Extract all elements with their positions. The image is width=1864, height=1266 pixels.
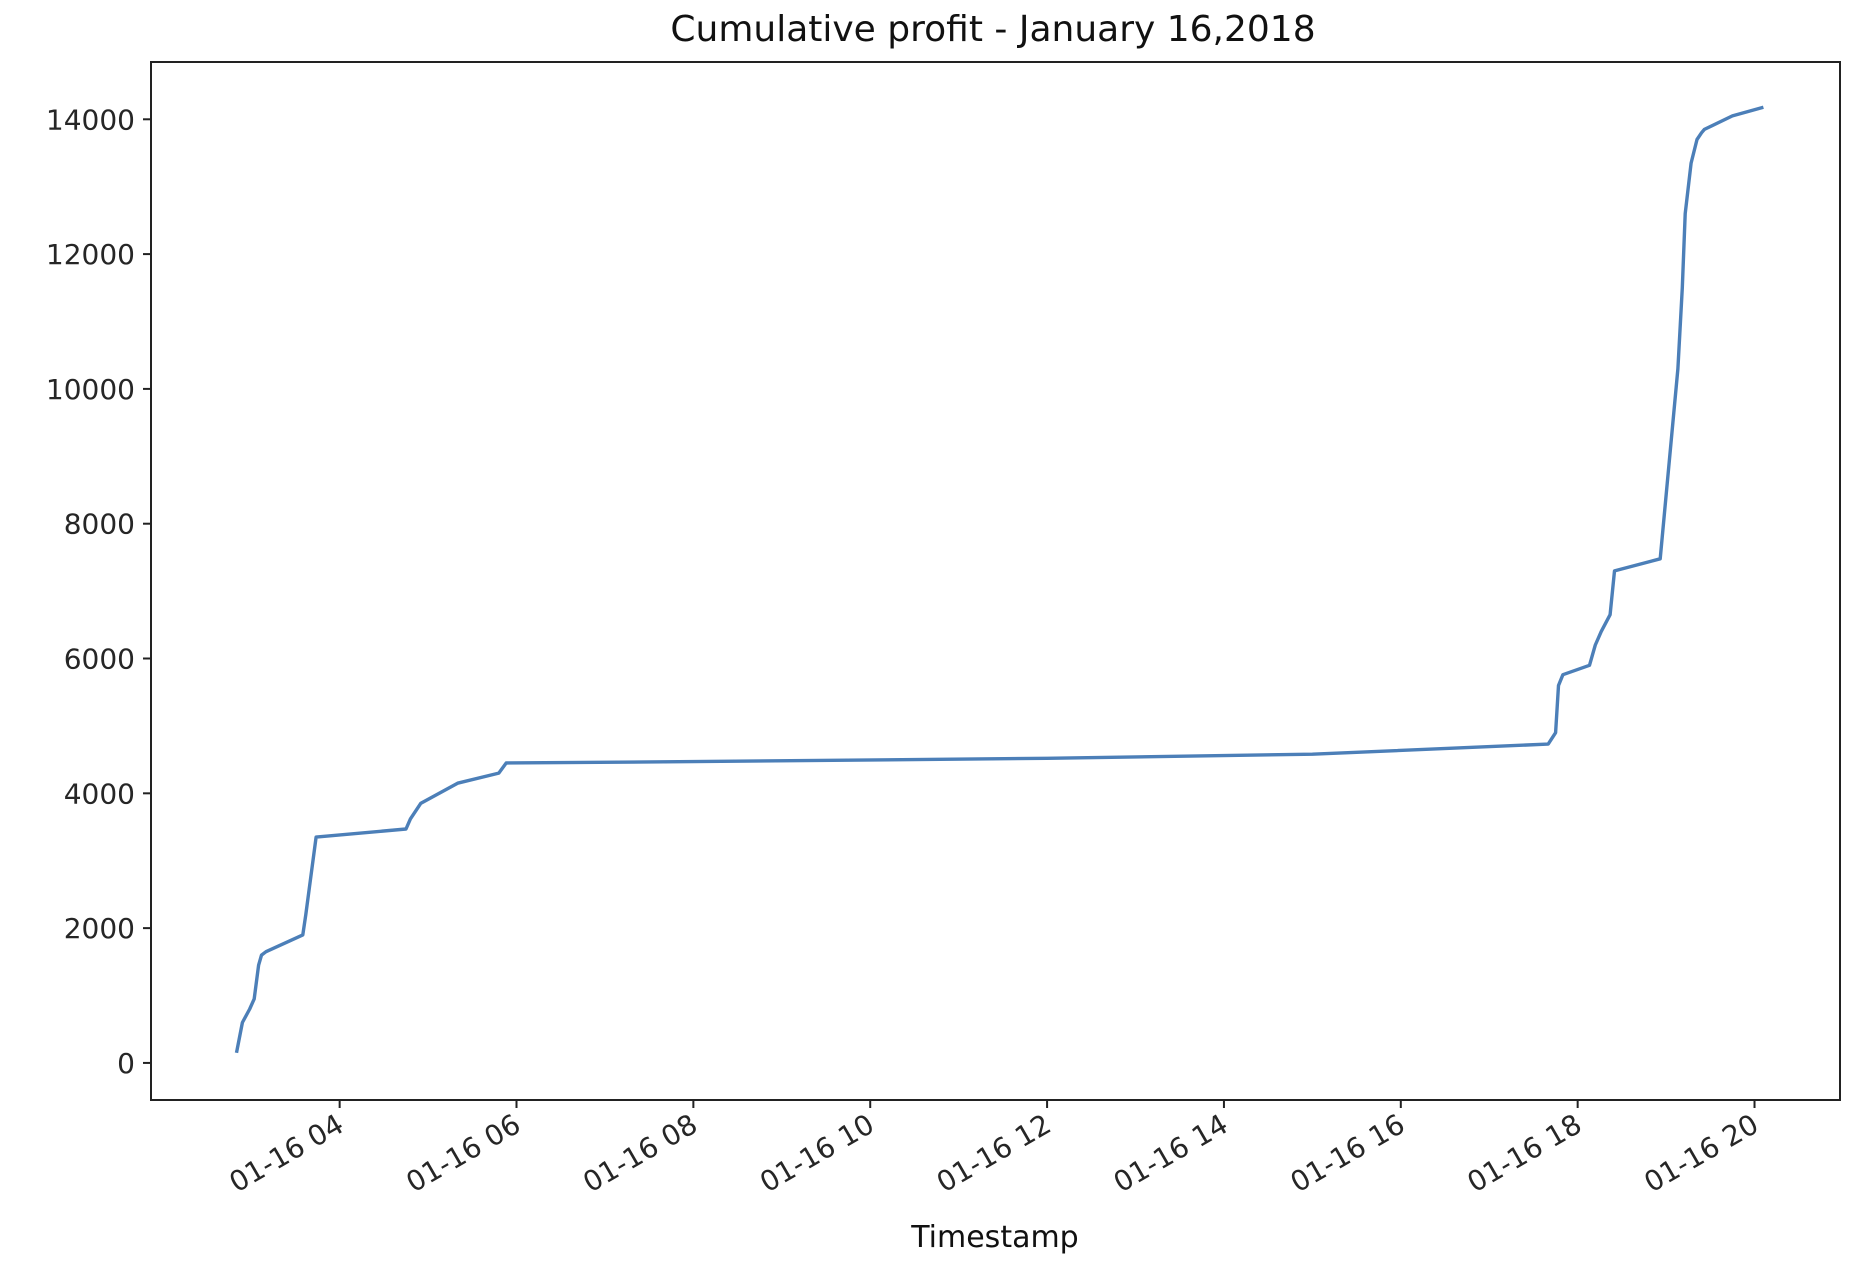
x-axis-label: Timestamp — [910, 1220, 1078, 1255]
chart-title: Cumulative profit - January 16,2018 — [670, 9, 1315, 50]
series-line — [234, 105, 1764, 1054]
y-tick-label: 12000 — [46, 238, 135, 271]
plot-frame — [150, 61, 1841, 1101]
y-tick-label: 0 — [117, 1047, 135, 1080]
y-tick-label: 2000 — [64, 912, 135, 945]
y-tick-label: 4000 — [64, 777, 135, 810]
y-tick-label: 10000 — [46, 373, 135, 406]
y-tick-label: 14000 — [46, 103, 135, 136]
y-axis-ticks: 0 2000 4000 6000 8000 10000 12000 14000 — [46, 103, 151, 1080]
y-tick-label: 8000 — [64, 508, 135, 541]
y-tick-label: 6000 — [64, 643, 135, 676]
